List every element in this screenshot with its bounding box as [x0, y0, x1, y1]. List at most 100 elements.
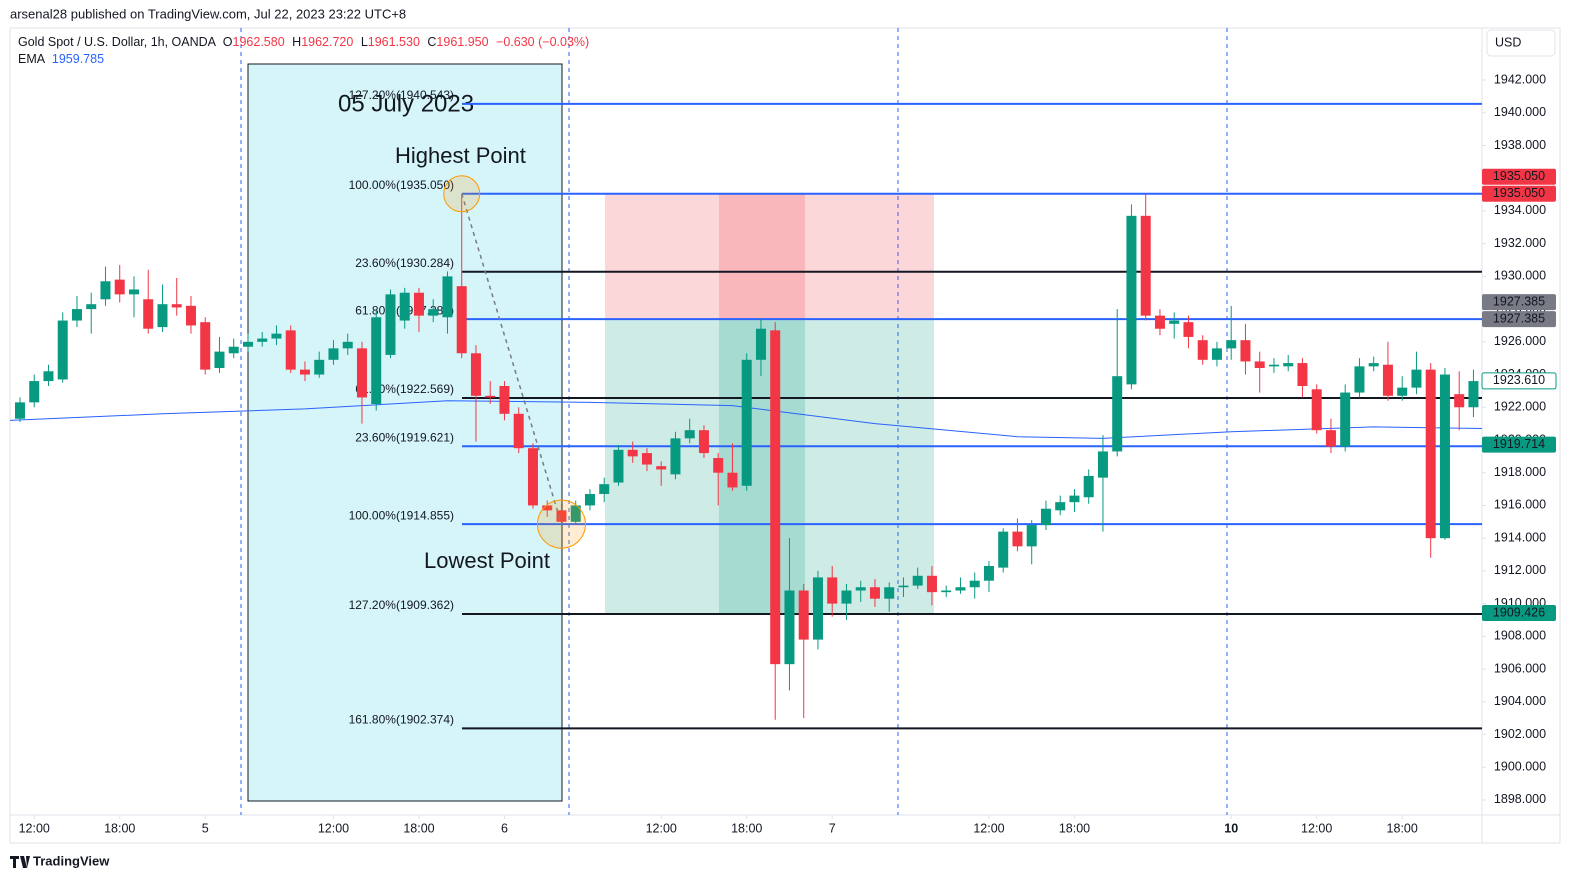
- annotation-low: Lowest Point: [424, 548, 550, 573]
- candle-body: [86, 304, 97, 310]
- price-tag-label: 1919.714: [1493, 437, 1545, 451]
- candle-body: [827, 577, 838, 604]
- candle-body: [157, 304, 168, 328]
- candle-body: [1097, 451, 1108, 478]
- fib-blue-label: 23.60%(1919.621): [355, 430, 454, 444]
- y-tick-label: 1940.000: [1494, 105, 1546, 119]
- candle-body: [442, 276, 453, 318]
- y-tick-label: 1934.000: [1494, 203, 1546, 217]
- candle-body: [143, 299, 154, 329]
- candle-body: [570, 505, 581, 522]
- candle-body: [1283, 363, 1294, 367]
- candle-body: [1411, 369, 1422, 388]
- candle-body: [299, 369, 310, 375]
- candle-body: [1354, 366, 1365, 393]
- candle-body: [185, 305, 196, 326]
- price-tag: [1482, 436, 1556, 453]
- x-tick-label: 18:00: [1387, 821, 1418, 835]
- y-tick-label: 1900.000: [1494, 760, 1546, 774]
- candle-body: [1268, 364, 1279, 367]
- candle-body: [926, 575, 937, 593]
- candle-body: [1368, 363, 1379, 367]
- candle-body: [428, 309, 439, 316]
- x-tick-label: 12:00: [1301, 821, 1332, 835]
- candle-body: [1397, 387, 1408, 396]
- swing-connector: [460, 193, 563, 525]
- candle-body: [1311, 389, 1322, 431]
- symbol: Gold Spot / U.S. Dollar, 1h, OANDA: [18, 35, 217, 49]
- x-tick-label: 10: [1224, 821, 1238, 835]
- candle-body: [1055, 502, 1066, 511]
- candle-body: [684, 430, 695, 439]
- candle-body: [57, 320, 68, 380]
- candle-body: [1140, 215, 1151, 316]
- candle-body: [998, 531, 1009, 568]
- y-tick-label: 1942.000: [1494, 72, 1546, 86]
- candle-body: [584, 493, 595, 506]
- legend-value: 1961.950: [436, 35, 488, 49]
- price-tag: [1482, 311, 1556, 328]
- candle-body: [470, 353, 481, 396]
- candle-body: [1154, 315, 1165, 329]
- legend-value: 1961.530: [368, 35, 420, 49]
- x-tick-label: 7: [829, 821, 836, 835]
- candle-body: [741, 359, 752, 486]
- indicator-legend: EMA 1959.785: [18, 52, 104, 66]
- candle-body: [670, 438, 681, 475]
- stop-zone-active: [719, 193, 805, 320]
- y-tick-label: 1908.000: [1494, 629, 1546, 643]
- candle-body: [328, 348, 339, 360]
- candle-body: [257, 338, 268, 342]
- candle-body: [242, 341, 253, 347]
- candle-body: [1012, 531, 1023, 547]
- candle-body: [1297, 363, 1308, 386]
- candle-body: [1211, 348, 1222, 360]
- high-marker: [443, 175, 481, 213]
- candle-body: [884, 587, 895, 599]
- low-marker: [536, 499, 586, 549]
- brand-logo: [10, 856, 30, 868]
- candle-body: [941, 590, 952, 593]
- candle-body: [499, 385, 510, 414]
- y-tick-label: 1902.000: [1494, 727, 1546, 741]
- x-tick-label: 12:00: [646, 821, 677, 835]
- candle-body: [1254, 361, 1265, 368]
- candle-body: [342, 341, 353, 349]
- candle-body: [1112, 376, 1123, 452]
- candle-body: [784, 590, 795, 665]
- candle-body: [613, 449, 624, 483]
- background-layer: [240, 28, 1228, 815]
- y-tick-label: 1938.000: [1494, 138, 1546, 152]
- legend: Gold Spot / U.S. Dollar, 1h, OANDA O1962…: [18, 35, 589, 49]
- candle-body: [1454, 394, 1465, 408]
- fib-black-label: 23.60%(1930.284): [355, 256, 454, 270]
- candle-body: [1183, 322, 1194, 337]
- legend-value: 1962.580: [233, 35, 285, 49]
- candle-body: [527, 448, 538, 506]
- x-tick-label: 5: [202, 821, 209, 835]
- x-tick-label: 12:00: [19, 821, 50, 835]
- candle-body: [812, 577, 823, 640]
- candle-body: [399, 292, 410, 321]
- brand: TradingView: [33, 853, 110, 868]
- price-tag-label: 1935.050: [1493, 186, 1545, 200]
- candle-body: [314, 359, 325, 375]
- candle-body: [1240, 340, 1251, 362]
- candle-body: [698, 430, 709, 454]
- candle-body: [1126, 215, 1137, 385]
- fib-blue-label: 100.00%(1914.855): [349, 508, 454, 522]
- candle-body: [14, 402, 25, 419]
- candle-body: [898, 585, 909, 588]
- candle-body: [214, 351, 225, 368]
- candle-body: [200, 322, 211, 370]
- y-tick-label: 1916.000: [1494, 498, 1546, 512]
- currency-button[interactable]: [1486, 29, 1556, 57]
- highlight-box: [247, 63, 563, 802]
- candle-body: [1382, 364, 1393, 396]
- price-tag-label: 1909.426: [1493, 605, 1545, 619]
- candle-body: [755, 328, 766, 360]
- x-tick-label: 12:00: [318, 821, 349, 835]
- candle-body: [29, 381, 40, 403]
- y-tick-label: 1922.000: [1494, 400, 1546, 414]
- fib-black-label: 127.20%(1909.362): [349, 598, 454, 612]
